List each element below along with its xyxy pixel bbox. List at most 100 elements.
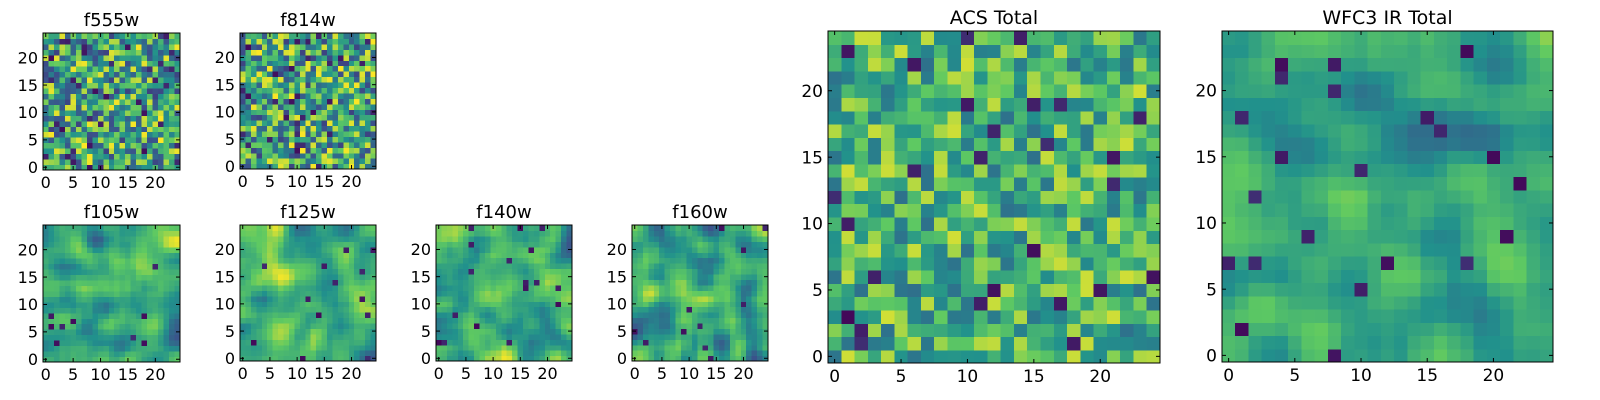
heatmap-cell [267, 147, 274, 154]
heatmap-cell [169, 71, 176, 78]
heatmap-cell [675, 350, 682, 357]
heatmap-cell [53, 312, 61, 319]
heatmap-cell [729, 225, 736, 232]
x-tick-label: 5 [657, 364, 667, 383]
heatmap-cell [468, 339, 475, 346]
heatmap-cell [841, 137, 856, 152]
heatmap-cell [316, 301, 323, 308]
heatmap-cell [495, 322, 502, 329]
heatmap-cell [746, 344, 753, 351]
heatmap-cell [653, 344, 660, 351]
heatmap-cell [337, 322, 344, 329]
heatmap-cell [1027, 323, 1042, 338]
heatmap-cell [240, 71, 247, 78]
heatmap-cell [841, 150, 856, 165]
heatmap-cell [436, 317, 443, 324]
heatmap-cell [544, 295, 551, 302]
heatmap-cell [740, 328, 747, 335]
heatmap-cell [751, 339, 758, 346]
heatmap-cell [841, 349, 856, 364]
heatmap-cell [59, 65, 66, 72]
heatmap-cell [163, 257, 170, 264]
heatmap-cell [539, 284, 546, 291]
heatmap-cell [240, 306, 247, 313]
heatmap-cell [724, 350, 731, 357]
heatmap-cell [484, 312, 491, 319]
heatmap-cell [97, 38, 104, 45]
heatmap-cell [697, 225, 704, 232]
heatmap-cell [881, 150, 895, 165]
heatmap-cell [86, 312, 93, 319]
heatmap-cell [724, 263, 731, 270]
heatmap-cell [854, 190, 869, 205]
heatmap-cell [256, 147, 263, 154]
heatmap-cell [294, 350, 301, 357]
heatmap-cell [1526, 322, 1541, 337]
heatmap-cell [59, 148, 66, 155]
heatmap-cell [59, 131, 66, 138]
heatmap-cell [960, 137, 975, 152]
heatmap-cell [637, 225, 644, 232]
heatmap-cell [1513, 322, 1528, 337]
heatmap-cell [561, 344, 568, 351]
y-tick-label: 0 [225, 157, 235, 176]
heatmap-cell [1067, 137, 1081, 152]
heatmap-cell [740, 333, 747, 340]
heatmap-cell [136, 148, 143, 155]
heatmap-cell [310, 312, 317, 319]
heatmap-cell [332, 252, 339, 259]
heatmap-cell [147, 329, 154, 336]
heatmap-cell [343, 49, 350, 56]
heatmap-cell [152, 104, 159, 111]
heatmap-cell [86, 334, 93, 341]
heatmap-cell [86, 65, 93, 72]
heatmap-cell [960, 216, 975, 231]
heatmap-cell [261, 252, 268, 259]
heatmap-cell [272, 120, 279, 127]
heatmap-cell [337, 230, 344, 237]
heatmap-cell [370, 43, 377, 50]
heatmap-cell [359, 290, 366, 297]
heatmap-cell [517, 339, 524, 346]
heatmap-cell [59, 312, 66, 319]
heatmap-cell [708, 268, 715, 275]
heatmap-cell [114, 71, 121, 78]
heatmap-cell [174, 252, 181, 259]
heatmap-cell [664, 257, 671, 264]
heatmap-cell [130, 148, 137, 155]
heatmap-cell [125, 76, 132, 83]
heatmap-cell [446, 225, 453, 232]
heatmap-cell [310, 141, 317, 148]
heatmap-cell [294, 141, 301, 148]
heatmap-cell [1261, 203, 1276, 217]
heatmap-cell [642, 241, 649, 248]
heatmap-cell [59, 279, 66, 286]
heatmap-cell [288, 328, 295, 335]
heatmap-cell [256, 273, 263, 280]
heatmap-cell [484, 333, 491, 340]
heatmap-cell [169, 76, 176, 83]
heatmap-cell [136, 142, 143, 149]
heatmap-cell [305, 328, 312, 335]
heatmap-cell [934, 57, 949, 72]
heatmap-cell [1120, 137, 1135, 152]
heatmap-cell [245, 328, 252, 335]
heatmap-cell [490, 252, 497, 259]
heatmap-cell [719, 225, 726, 232]
heatmap-cell [267, 125, 274, 132]
heatmap-cell [250, 158, 257, 165]
heatmap-cell [490, 301, 497, 308]
heatmap-cell [987, 256, 1002, 271]
heatmap-cell [299, 49, 306, 56]
heatmap-cell [365, 92, 372, 99]
heatmap-cell [152, 38, 159, 45]
heatmap-cell [250, 65, 257, 72]
y-tick-label: 0 [421, 349, 431, 368]
heatmap-cell [288, 38, 295, 45]
heatmap-cell [1053, 309, 1068, 324]
heatmap-cell [1367, 216, 1382, 231]
heatmap-cell [365, 120, 372, 127]
heatmap-cell [1473, 229, 1488, 244]
heatmap-cell [867, 349, 882, 364]
heatmap-cell [1288, 269, 1303, 284]
